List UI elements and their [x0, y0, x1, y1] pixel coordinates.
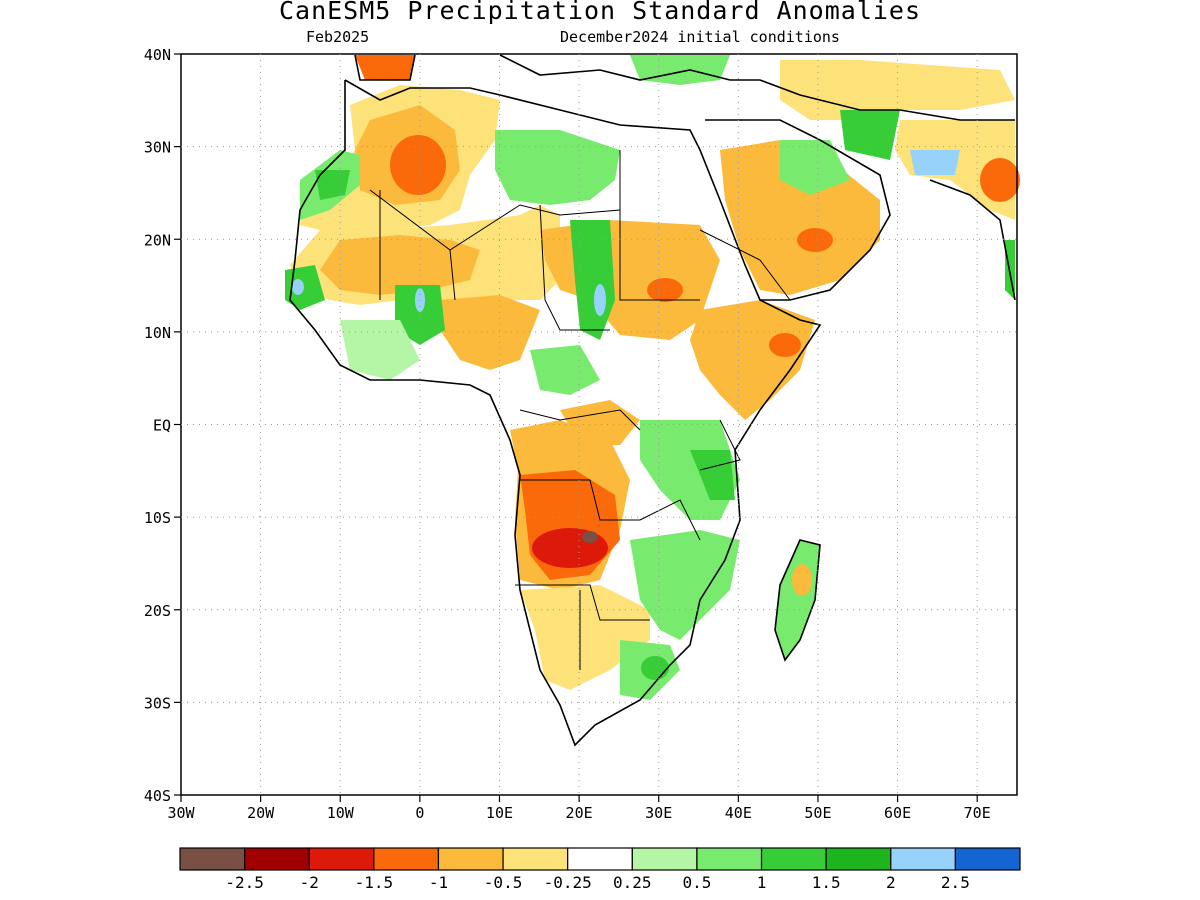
- anomaly-horn: [690, 300, 815, 420]
- lon-label: 30W: [167, 804, 195, 822]
- anomaly-nigeria: [395, 285, 445, 345]
- colorbar-label: -2: [300, 873, 319, 892]
- colorbar-swatch: [890, 847, 956, 871]
- lat-lon-grid: [181, 54, 1017, 795]
- colorbar-label: -2.5: [225, 873, 264, 892]
- colorbar-swatch: [502, 847, 569, 871]
- axis-ticks: [174, 53, 978, 802]
- lon-label: 30E: [645, 804, 672, 822]
- lat-label: 20N: [144, 231, 171, 249]
- anomaly-south-africa-core: [641, 656, 669, 680]
- anomaly-turkey: [630, 55, 730, 85]
- colorbar-label: 2: [886, 873, 896, 892]
- colorbar-swatch: [696, 847, 763, 871]
- map-title: CanESM5 Precipitation Standard Anomalies: [278, 0, 922, 25]
- lat-label: 40N: [144, 46, 171, 64]
- anomaly-saudi-north: [780, 140, 850, 195]
- colorbar-swatch: [373, 847, 440, 871]
- lon-label: 10E: [486, 804, 513, 822]
- colorbar-label: 2.5: [941, 873, 970, 892]
- colorbar-label: -1: [429, 873, 448, 892]
- lon-label: 70E: [964, 804, 991, 822]
- colorbar-swatch: [567, 847, 633, 871]
- latitude-labels: 40N 30N 20N 10N EQ 10S 20S 30S 40S: [144, 46, 171, 805]
- coastline-india: [929, 179, 1016, 301]
- colorbar-label: 0.5: [682, 873, 711, 892]
- lon-label: 0: [415, 804, 424, 822]
- lon-label: 20W: [247, 804, 275, 822]
- lat-label: 30S: [144, 694, 171, 712]
- colorbar-label: 0.25: [613, 873, 652, 892]
- anomaly-westafrica: [340, 320, 420, 380]
- anomaly-chad-blue: [594, 284, 606, 316]
- anomaly-iraq: [840, 110, 900, 160]
- colorbar-swatch: [631, 847, 698, 871]
- colorbar-labels: -2.5 -2 -1.5 -1 -0.5 -0.25 0.25 0.5 1 1.5 2 2.5: [225, 873, 969, 892]
- anomaly-libya: [495, 130, 620, 205]
- anomaly-shading: [285, 55, 1020, 745]
- colorbar: [179, 847, 1021, 871]
- anomaly-congo: [560, 400, 640, 445]
- anomaly-mozambique: [630, 530, 740, 640]
- colorbar-label: -1.5: [355, 873, 394, 892]
- colorbar-swatch: [825, 847, 892, 871]
- lon-label: 50E: [804, 804, 831, 822]
- lat-label: 40S: [144, 787, 171, 805]
- coastline-madagascar: [774, 539, 821, 662]
- anomaly-kalahari: [520, 585, 650, 690]
- forecast-month: Feb2025: [306, 28, 370, 46]
- anomaly-mauritania: [315, 170, 350, 200]
- colorbar-label: 1.5: [812, 873, 841, 892]
- colorbar-swatch: [760, 847, 827, 871]
- colorbar-swatch: [954, 847, 1021, 871]
- coastline-arabia: [705, 119, 891, 301]
- anomaly-zambia-brown: [582, 531, 598, 543]
- coastline-europe: [354, 54, 1015, 121]
- anomaly-yemen: [797, 228, 833, 252]
- anomaly-gulf-guinea: [440, 295, 540, 370]
- anomaly-sahara-core: [390, 135, 446, 195]
- lat-label: EQ: [153, 417, 171, 435]
- lat-label: 20S: [144, 602, 171, 620]
- colorbar-label: -0.25: [544, 873, 592, 892]
- lon-label: 10W: [327, 804, 355, 822]
- country-borders: [369, 150, 791, 670]
- colorbar-swatch: [437, 847, 504, 871]
- lon-label: 20E: [566, 804, 593, 822]
- anomaly-senegal-blue: [292, 279, 304, 295]
- colorbar-label: 1: [757, 873, 767, 892]
- colorbar-swatch: [244, 847, 310, 871]
- colorbar-swatch: [179, 847, 246, 871]
- lon-label: 60E: [884, 804, 911, 822]
- anomaly-spain: [355, 55, 415, 80]
- colorbar-swatch: [308, 847, 375, 871]
- anomaly-senegal: [285, 265, 325, 310]
- lat-label: 30N: [144, 139, 171, 157]
- lat-label: 10N: [144, 324, 171, 342]
- coastlines: [289, 54, 1016, 747]
- anomaly-pakistan: [980, 158, 1020, 202]
- anomaly-kenya: [690, 450, 735, 500]
- coastline-africa: [289, 79, 822, 747]
- anomaly-madagascar-orange: [792, 564, 812, 596]
- anomaly-sudan: [647, 278, 683, 302]
- lon-label: 40E: [725, 804, 752, 822]
- lat-label: 10S: [144, 509, 171, 527]
- colorbar-label: -0.5: [484, 873, 523, 892]
- initial-conditions-label: December2024 initial conditions: [560, 28, 840, 46]
- anomaly-somalia: [769, 333, 801, 357]
- longitude-labels: 30W 20W 10W 0 10E 20E 30E 40E 50E 60E 70E: [167, 804, 990, 822]
- anomaly-india-north: [910, 150, 960, 175]
- anomaly-cameroon: [530, 345, 600, 395]
- anomaly-sahel-orange: [320, 235, 480, 295]
